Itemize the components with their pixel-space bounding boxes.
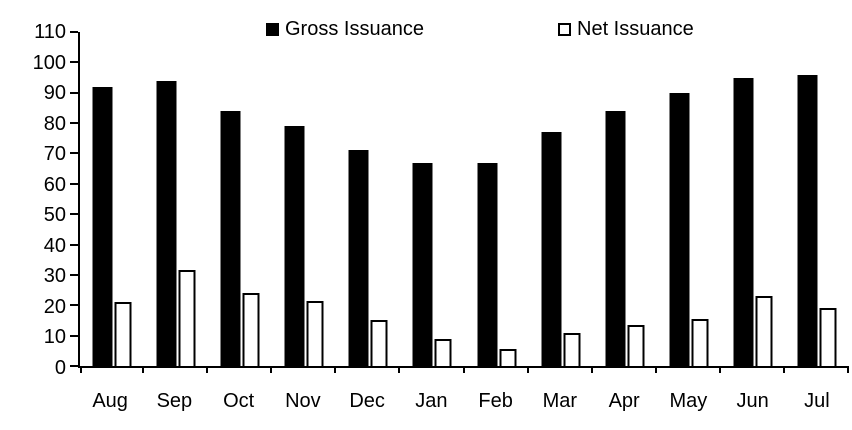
y-axis-tick (70, 243, 78, 246)
x-axis-label-mar: Mar (542, 390, 578, 412)
x-axis-label-may: May (669, 390, 708, 412)
x-axis-labels: Aug Sep Oct Nov Dec Jan Feb Mar Apr May Jun Jul (78, 390, 849, 414)
category-group-oct (220, 32, 260, 366)
net-issuance-bar-may (691, 318, 709, 366)
net-issuance-bar-sep (178, 270, 196, 366)
gross-issuance-bar-oct (220, 110, 241, 366)
net-issuance-bar-dec (370, 320, 388, 366)
net-issuance-bar-jun (755, 296, 773, 366)
category-group-jan (412, 32, 452, 366)
x-axis-tick (334, 366, 337, 373)
net-issuance-bar-oct (242, 293, 260, 366)
x-axis-tick (80, 366, 82, 373)
y-axis-tick (70, 213, 78, 216)
gross-issuance-bar-feb (477, 162, 498, 366)
x-axis-tick (526, 366, 529, 373)
x-axis-label-apr: Apr (608, 390, 640, 412)
net-issuance-bar-jan (434, 338, 452, 366)
y-axis-label: 30 (43, 265, 66, 288)
x-axis-tick (590, 366, 593, 373)
gross-issuance-bar-mar (541, 132, 562, 366)
gross-issuance-bar-jan (412, 162, 433, 366)
gross-issuance-bar-jun (733, 77, 754, 366)
x-axis-label-jun: Jun (736, 390, 769, 412)
net-issuance-bar-mar (563, 332, 581, 366)
x-axis-tick (398, 366, 401, 373)
net-issuance-bar-feb (499, 349, 517, 366)
x-axis-label-feb: Feb (478, 390, 513, 412)
y-axis-tick (70, 152, 78, 155)
y-axis-tick (70, 334, 78, 337)
x-axis-tick (847, 366, 849, 373)
y-axis-tick (70, 122, 78, 125)
net-issuance-bar-aug (114, 302, 132, 366)
y-axis-tick (70, 61, 78, 64)
x-axis-label-nov: Nov (285, 390, 321, 412)
gross-issuance-bar-sep (156, 80, 177, 366)
y-axis-tick (70, 273, 78, 276)
y-axis-tick (70, 31, 78, 33)
y-axis-label: 50 (43, 204, 66, 227)
category-group-aug (92, 32, 132, 366)
x-axis-tick (142, 366, 145, 373)
category-group-feb (477, 32, 517, 366)
gross-issuance-bar-apr (605, 110, 626, 366)
y-axis-tick (70, 365, 78, 367)
x-axis-label-jul: Jul (804, 390, 830, 412)
gross-issuance-bar-may (669, 92, 690, 366)
x-axis-tick (270, 366, 273, 373)
x-axis-label-jan: Jan (415, 390, 448, 412)
x-axis-tick (718, 366, 721, 373)
x-axis-tick (654, 366, 657, 373)
category-group-dec (348, 32, 388, 366)
net-issuance-bar-jul (819, 308, 837, 366)
x-axis-tick (782, 366, 785, 373)
y-axis-label: 20 (43, 295, 66, 318)
y-axis-label: 80 (43, 112, 66, 135)
legend-entry-net-issuance: Net Issuance (558, 19, 694, 39)
y-axis-label: 100 (32, 51, 66, 74)
net-issuance-bar-apr (627, 325, 645, 366)
y-axis-tick (70, 91, 78, 94)
y-axis-label: 40 (43, 234, 66, 257)
gross-issuance-swatch-icon (266, 22, 279, 36)
x-axis-label-aug: Aug (92, 390, 128, 412)
y-axis-label: 90 (43, 82, 66, 105)
gross-issuance-bar-dec (348, 150, 369, 366)
gross-issuance-bar-jul (797, 74, 818, 366)
y-axis-labels: 0 10 20 30 40 50 60 70 80 90 100 110 (0, 22, 66, 378)
category-group-jul (797, 32, 837, 366)
y-axis-label: 60 (43, 173, 66, 196)
net-issuance-swatch-icon (558, 22, 571, 36)
x-axis-tick (462, 366, 465, 373)
category-group-apr (605, 32, 645, 366)
category-group-sep (156, 32, 196, 366)
legend-label-net-issuance: Net Issuance (577, 18, 694, 40)
x-axis-label-oct: Oct (223, 390, 255, 412)
y-axis-label: 10 (43, 326, 66, 349)
x-axis-label-sep: Sep (156, 390, 193, 412)
plot-area (70, 31, 849, 373)
x-axis-label-dec: Dec (349, 390, 385, 412)
net-issuance-bar-nov (306, 300, 324, 366)
category-group-mar (541, 32, 581, 366)
y-axis-label: 110 (34, 21, 66, 43)
y-axis-label: 70 (43, 143, 66, 166)
y-axis-label: 0 (54, 357, 66, 379)
category-group-may (669, 32, 709, 366)
gross-issuance-bar-aug (92, 86, 113, 366)
legend-label-gross-issuance: Gross Issuance (285, 18, 424, 40)
gross-issuance-bar-nov (284, 126, 305, 366)
category-group-nov (284, 32, 324, 366)
category-group-jun (733, 32, 773, 366)
legend-entry-gross-issuance: Gross Issuance (266, 19, 424, 39)
x-axis-tick (206, 366, 209, 373)
y-axis-tick (70, 182, 78, 185)
y-axis-tick (70, 304, 78, 307)
